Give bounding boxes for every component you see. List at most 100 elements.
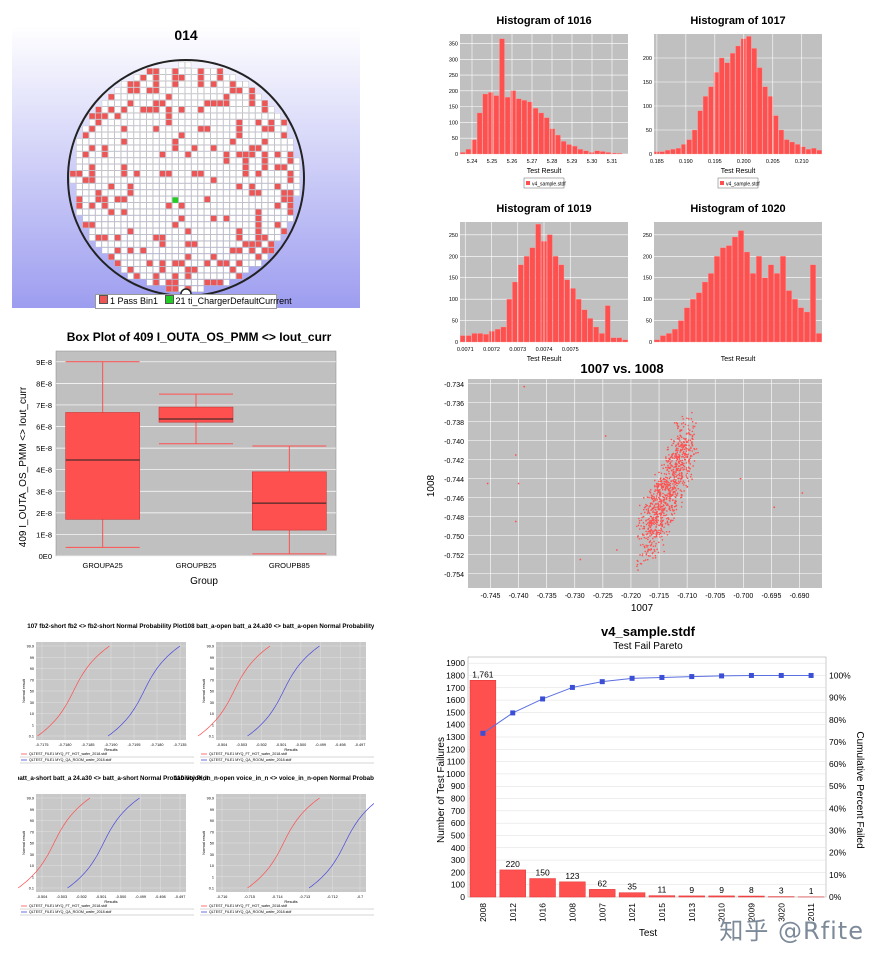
wafer-die xyxy=(204,266,211,273)
wafer-die xyxy=(178,93,185,101)
wafer-die xyxy=(204,208,211,216)
wafer-die xyxy=(152,68,160,75)
wafer-die xyxy=(108,183,115,190)
scatter-point xyxy=(668,477,671,480)
wafer-die xyxy=(159,138,166,145)
histogram-xtick: 0.0074 xyxy=(536,347,553,353)
probplot-series xyxy=(247,645,320,737)
wafer-die xyxy=(165,164,173,171)
scatter-point xyxy=(645,553,648,556)
wafer-die xyxy=(216,215,224,222)
wafer-die xyxy=(140,234,147,241)
scatter-point xyxy=(680,446,683,448)
watermark: 知乎 @Rfite xyxy=(719,917,864,945)
wafer-die xyxy=(287,151,294,158)
wafer-die xyxy=(274,144,281,152)
scatter-point xyxy=(663,526,665,528)
wafer-die xyxy=(178,112,185,120)
wafer-die xyxy=(172,234,179,241)
scatter-title: 1007 vs. 1008 xyxy=(580,361,663,376)
scatter-point xyxy=(682,484,685,486)
wafer-die xyxy=(236,228,243,235)
wafer-die xyxy=(268,106,275,113)
scatter-point xyxy=(671,499,674,502)
wafer-die xyxy=(152,234,160,241)
wafer-die xyxy=(178,183,185,190)
scatter-point xyxy=(651,517,653,520)
wafer-die xyxy=(261,112,269,120)
wafer-die xyxy=(197,81,205,88)
histogram-bar xyxy=(740,38,746,155)
probplot-legend-label: QLTEST_FILE1 MYQ_FT_HOT_wafer_2018.stdf xyxy=(29,752,107,756)
scatter-point xyxy=(672,487,674,489)
wafer-die xyxy=(268,240,275,248)
wafer-die xyxy=(140,157,147,165)
wafer-die xyxy=(152,112,160,120)
wafer-die xyxy=(268,228,275,235)
wafer-die xyxy=(184,196,192,203)
wafer-die xyxy=(88,170,96,177)
scatter-point xyxy=(653,479,656,482)
wafer-die xyxy=(88,119,96,126)
wafer-die xyxy=(133,112,141,120)
wafer-die xyxy=(248,176,256,184)
probplot-ytick: 1 xyxy=(32,723,34,727)
wafer-die xyxy=(108,176,115,184)
wafer-die xyxy=(210,68,217,75)
scatter-point xyxy=(685,447,687,450)
wafer-die xyxy=(133,119,141,126)
wafer-die xyxy=(204,151,211,158)
wafer-die xyxy=(197,247,205,254)
wafer-die xyxy=(108,151,115,158)
wafer-die xyxy=(146,176,153,184)
scatter-point xyxy=(669,495,672,498)
wafer-die xyxy=(210,260,217,267)
wafer-die xyxy=(281,119,288,126)
scatter-point xyxy=(663,512,665,515)
probplot-ytick: 10 xyxy=(30,864,34,868)
wafer-die xyxy=(82,215,89,222)
probplot-xtick: -0.7190 xyxy=(105,743,118,747)
pareto-cumulative-point xyxy=(540,696,546,702)
box-iqr xyxy=(158,406,234,423)
wafer-die xyxy=(184,157,192,165)
wafer-die xyxy=(268,196,275,203)
wafer-die xyxy=(236,215,243,222)
wafer-die xyxy=(191,112,198,120)
histogram-ytick: 350 xyxy=(449,41,458,47)
wafer-die xyxy=(76,138,83,145)
wafer-die xyxy=(281,151,288,158)
histogram-bar xyxy=(488,92,494,155)
wafer-die xyxy=(172,144,179,152)
scatter-point xyxy=(691,411,693,414)
wafer-die xyxy=(133,196,141,203)
wafer-die xyxy=(229,119,237,126)
scatter-point xyxy=(675,508,678,511)
scatter-point xyxy=(675,475,678,478)
wafer-die xyxy=(165,202,173,209)
histogram-ytick: 0 xyxy=(455,152,458,158)
scatter-xtick: -0.740 xyxy=(509,593,529,600)
scatter-point xyxy=(682,426,685,428)
wafer-die xyxy=(127,266,134,273)
wafer-die xyxy=(133,164,141,171)
wafer-die xyxy=(268,202,275,209)
wafer-die xyxy=(197,125,205,133)
wafer-die xyxy=(210,196,217,203)
scatter-point xyxy=(668,505,671,508)
scatter-point xyxy=(693,433,695,436)
wafer-die xyxy=(255,151,262,158)
wafer-die xyxy=(281,215,288,222)
wafer-die xyxy=(204,132,211,139)
scatter-point xyxy=(668,493,671,496)
wafer-die xyxy=(120,196,128,203)
wafer-die xyxy=(133,253,141,261)
wafer-die xyxy=(146,272,153,280)
scatter-point xyxy=(688,470,691,473)
probplot-ylabel: Normal result xyxy=(201,678,206,703)
wafer-die xyxy=(191,81,198,88)
wafer-die xyxy=(133,170,141,177)
pareto-ytick: 1500 xyxy=(446,707,465,717)
probability-plots-panel: 107 fb2-short fb2 <> fb2-short Normal Pr… xyxy=(4,620,398,922)
wafer-die xyxy=(204,81,211,88)
